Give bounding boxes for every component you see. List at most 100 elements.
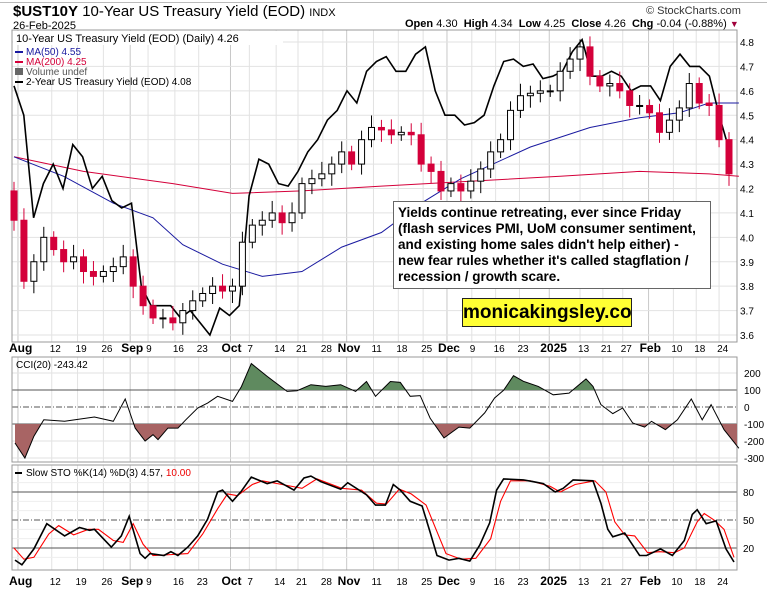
candle-down — [457, 183, 465, 192]
date-tick-label: Aug — [9, 341, 32, 355]
volume-icon — [15, 68, 23, 75]
cci-negative-area — [14, 424, 737, 458]
candle-down — [725, 139, 733, 175]
symbol: $UST10Y — [13, 3, 79, 20]
price-tick-label: 4.5 — [740, 111, 754, 122]
price-tick-label: 3.6 — [740, 331, 754, 342]
sto-title-k: Slow STO %K(14) %D(3) 4.57, — [26, 468, 163, 479]
price-tick-label: 3.7 — [740, 307, 754, 318]
date-tick-label: 16 — [173, 577, 185, 588]
date-tick-label: 9 — [470, 344, 476, 355]
date-tick-label: 16 — [494, 577, 506, 588]
chart-date: 26-Feb-2025 — [13, 20, 76, 32]
candle-up — [546, 90, 554, 93]
candle-down — [278, 212, 286, 224]
date-tick-label: Dec — [438, 341, 460, 355]
candle-up — [516, 95, 524, 111]
candle-down — [427, 163, 435, 172]
candle-up — [368, 126, 375, 141]
date-tick-label: 9 — [146, 344, 152, 355]
date-tick-label: 23 — [517, 344, 529, 355]
candle-up — [109, 266, 117, 273]
overlay-swatch — [15, 81, 23, 83]
candle-up — [70, 256, 78, 263]
date-tick-label: 9 — [470, 577, 476, 588]
price-tick-label: 4.1 — [740, 209, 754, 220]
date-tick-label: 18 — [694, 577, 706, 588]
cci-tick-label: -200 — [744, 437, 764, 448]
candle-down — [437, 170, 445, 192]
candle-up — [30, 261, 38, 282]
sto-tick-label: 50 — [743, 516, 755, 527]
high-value: 4.34 — [491, 18, 513, 30]
ma50-line — [13, 102, 739, 277]
date-tick-label: 27 — [621, 344, 633, 355]
date-tick-label: 23 — [197, 344, 209, 355]
candle-up — [228, 285, 236, 292]
date-tick-label: 26 — [101, 577, 113, 588]
cci-tick-label: -300 — [744, 454, 764, 465]
panel-frame — [11, 464, 738, 571]
date-tick-label: 2025 — [540, 574, 567, 588]
sto-k-line — [14, 475, 735, 566]
candle-up — [298, 183, 306, 214]
axis-labels: 3.6 3.7 3.8 3.9 4.0 4.1 4.2 4.3 4.4 4.5 4.6 4.7 4.8 A… — [9, 38, 764, 588]
candle-up — [556, 70, 564, 92]
candle-up — [318, 173, 326, 180]
candle-up — [675, 107, 683, 121]
candle-down — [129, 256, 137, 287]
candle-up — [248, 224, 256, 243]
date-tick-label: 14 — [274, 344, 286, 355]
candle-down — [139, 285, 147, 307]
cci-legend: CCI(20) -243.42 — [16, 360, 88, 371]
candle-up — [199, 292, 207, 302]
cci-tick-label: 200 — [744, 369, 761, 380]
candle-down — [705, 102, 713, 106]
date-tick-label: 25 — [421, 344, 433, 355]
grid — [12, 30, 737, 570]
open-value: 4.30 — [436, 18, 458, 30]
candle-down — [586, 46, 594, 77]
panel-frame — [11, 29, 738, 343]
candle-down — [626, 90, 634, 106]
candle-down — [407, 131, 415, 136]
date-tick-label: Sep — [121, 341, 143, 355]
date-tick-label: 21 — [601, 577, 613, 588]
candle-up — [209, 285, 217, 294]
stockcharts-brand[interactable]: © StockCharts.com — [646, 5, 741, 17]
ma50-swatch — [15, 51, 23, 53]
date-tick-label: 27 — [621, 577, 633, 588]
chart-title: $UST10Y 10-Year US Treasury Yield (EOD) … — [13, 3, 336, 22]
date-tick-label: 7 — [247, 344, 253, 355]
price-tick-label: 4.8 — [740, 38, 754, 49]
candle-down — [80, 256, 88, 273]
date-tick-label: 28 — [321, 344, 333, 355]
candle-up — [179, 310, 187, 324]
candle-down — [596, 75, 604, 87]
date-tick-label: Nov — [338, 574, 361, 588]
date-tick-label: 12 — [50, 577, 62, 588]
chart-header: $UST10Y 10-Year US Treasury Yield (EOD) … — [0, 0, 767, 32]
ma200-line — [13, 156, 739, 194]
candle-up — [338, 151, 346, 165]
sto-d-line — [13, 478, 735, 560]
date-tick-label: 25 — [421, 577, 433, 588]
cci-title: CCI(20) -243.42 — [16, 360, 88, 371]
sto-tick-label: 80 — [743, 488, 755, 499]
sto-tick-label: 20 — [743, 544, 755, 555]
candle-up — [288, 212, 296, 224]
candle-down — [417, 134, 425, 165]
candle-up — [308, 178, 316, 185]
date-tick-label: Dec — [438, 574, 460, 588]
overlay-2y-line — [13, 37, 730, 337]
date-tick-label: 7 — [247, 577, 253, 588]
candle-down — [20, 219, 28, 282]
low-value: 4.25 — [543, 18, 566, 30]
candle-down — [387, 129, 395, 136]
price-tick-label: 4.7 — [740, 62, 754, 73]
symbol-name: 10-Year US Treasury Yield (EOD) — [82, 3, 306, 20]
candle-up — [477, 168, 485, 182]
date-tick-label: 21 — [296, 344, 308, 355]
chg-value: -0.04 (-0.88%) — [656, 18, 727, 30]
